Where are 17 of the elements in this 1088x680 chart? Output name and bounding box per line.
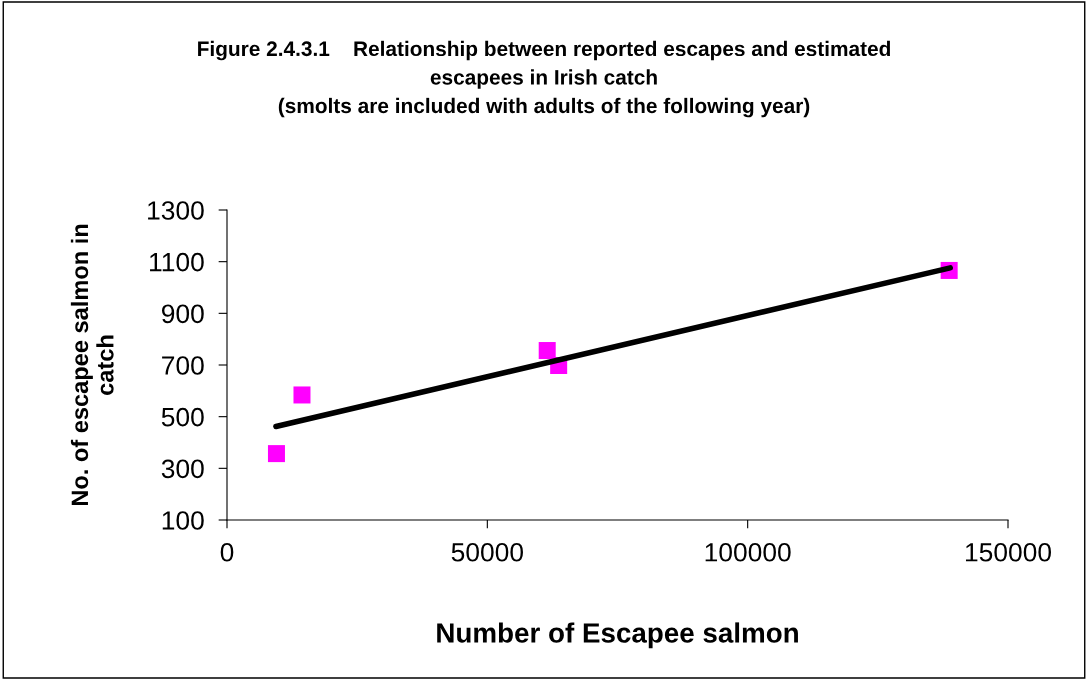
y-tick-label: 1300: [148, 201, 204, 220]
x-tick-label: 150000: [965, 542, 1051, 562]
y-tick-label: 900: [161, 304, 204, 324]
y-tick-label: 500: [161, 407, 204, 427]
y-tick-label: 300: [161, 459, 204, 479]
y-tick-label: 1100: [150, 252, 204, 272]
y-tick-label: 100: [162, 511, 204, 530]
x-tick-label: 0: [220, 542, 234, 562]
point: [293, 386, 311, 404]
x-tick-label: 100000: [705, 542, 791, 562]
x-axis-title: Number of Escapee salmon: [437, 622, 798, 649]
point: [267, 445, 285, 463]
chart-title: Figure 2.4.3.1 Relationship between reported escapes and estimated escapees in Irish catch (smolts are included with adults of the following year): [198, 40, 890, 118]
y-tick-label: 700: [162, 356, 204, 375]
x-tick-label: 50000: [451, 542, 523, 562]
y-axis-title: No. of escapee salmon in catch: [70, 224, 114, 506]
point: [538, 342, 556, 360]
